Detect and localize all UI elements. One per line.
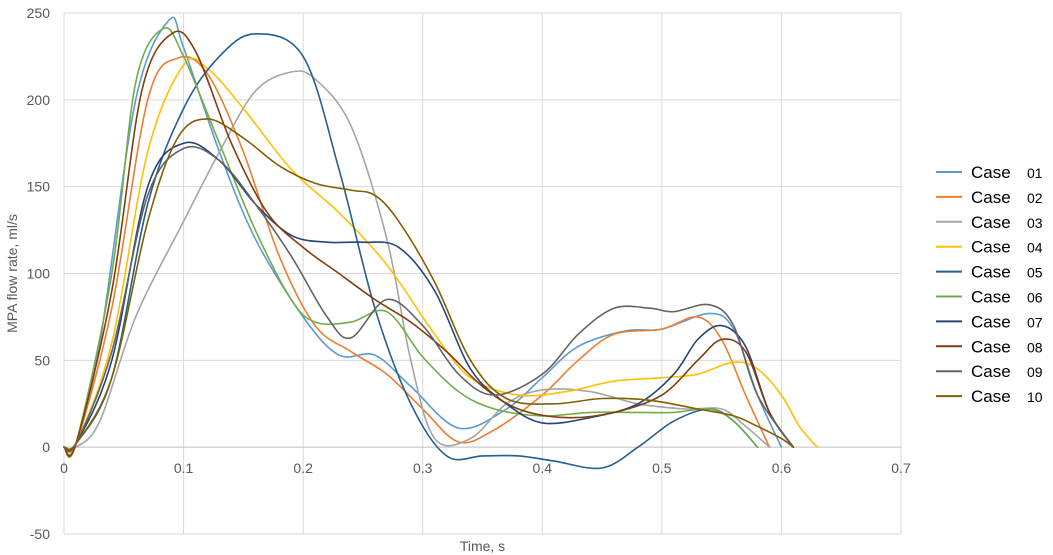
legend-item: Case 01 — [936, 163, 1043, 182]
y-tick-label: 250 — [27, 5, 51, 21]
legend-label-word: Case — [971, 312, 1011, 331]
series-line-06 — [63, 27, 759, 459]
x-tick-label: 0.6 — [772, 460, 792, 476]
legend-label-number: 06 — [1027, 290, 1043, 306]
legend-label-word: Case — [971, 163, 1011, 182]
legend-label-number: 02 — [1027, 190, 1043, 206]
series-lines — [63, 16, 819, 470]
legend-label-word: Case — [971, 188, 1011, 207]
y-axis-ticks: -50 0 50 100 150 200 250 — [27, 5, 51, 542]
legend-label-word: Case — [971, 387, 1011, 406]
legend-label-word: Case — [971, 213, 1011, 232]
legend-label-word: Case — [971, 362, 1011, 381]
legend-label-number: 04 — [1027, 240, 1043, 256]
y-tick-label: -50 — [30, 526, 50, 542]
legend-label-number: 08 — [1027, 339, 1043, 355]
y-axis-title: MPA flow rate, ml/s — [4, 214, 20, 333]
x-axis-ticks: 0 0.1 0.2 0.3 0.4 0.5 0.6 0.7 — [60, 460, 911, 476]
series-line-02 — [63, 55, 771, 456]
legend-item: Case 07 — [936, 312, 1043, 331]
series-line-09 — [63, 145, 795, 453]
legend-label-word: Case — [971, 238, 1011, 257]
legend-item: Case 10 — [936, 387, 1043, 406]
legend-label-word: Case — [971, 337, 1011, 356]
y-tick-label: 150 — [27, 179, 51, 195]
legend-item: Case 06 — [936, 288, 1043, 307]
series-line-05 — [63, 33, 759, 470]
legend-item: Case 09 — [936, 362, 1043, 381]
y-tick-label: 50 — [34, 352, 50, 368]
legend-label-number: 03 — [1027, 215, 1043, 231]
x-tick-label: 0 — [60, 460, 68, 476]
legend-label-number: 07 — [1027, 314, 1043, 330]
x-tick-label: 0.2 — [293, 460, 313, 476]
x-axis-title: Time, s — [460, 538, 505, 554]
legend-label-number: 09 — [1027, 364, 1043, 380]
legend-item: Case 05 — [936, 263, 1043, 282]
y-tick-label: 0 — [42, 439, 50, 455]
legend-label-number: 10 — [1027, 389, 1043, 405]
legend-item: Case 03 — [936, 213, 1043, 232]
series-line-08 — [63, 30, 795, 457]
legend-item: Case 04 — [936, 238, 1043, 257]
x-tick-label: 0.5 — [652, 460, 672, 476]
series-line-04 — [63, 57, 819, 454]
series-line-10 — [63, 118, 795, 451]
series-line-07 — [63, 141, 795, 452]
series-line-03 — [63, 70, 771, 450]
legend-item: Case 08 — [936, 337, 1043, 356]
x-tick-label: 0.4 — [533, 460, 553, 476]
legend-item: Case 02 — [936, 188, 1043, 207]
x-tick-label: 0.7 — [891, 460, 911, 476]
legend-label-number: 05 — [1027, 265, 1043, 281]
x-tick-label: 0.3 — [413, 460, 433, 476]
y-tick-label: 200 — [27, 92, 51, 108]
legend-label-word: Case — [971, 288, 1011, 307]
legend-label-word: Case — [971, 263, 1011, 282]
x-tick-label: 0.1 — [174, 460, 194, 476]
y-tick-label: 100 — [27, 266, 51, 282]
gridlines — [63, 12, 902, 535]
legend-label-number: 01 — [1027, 165, 1043, 181]
